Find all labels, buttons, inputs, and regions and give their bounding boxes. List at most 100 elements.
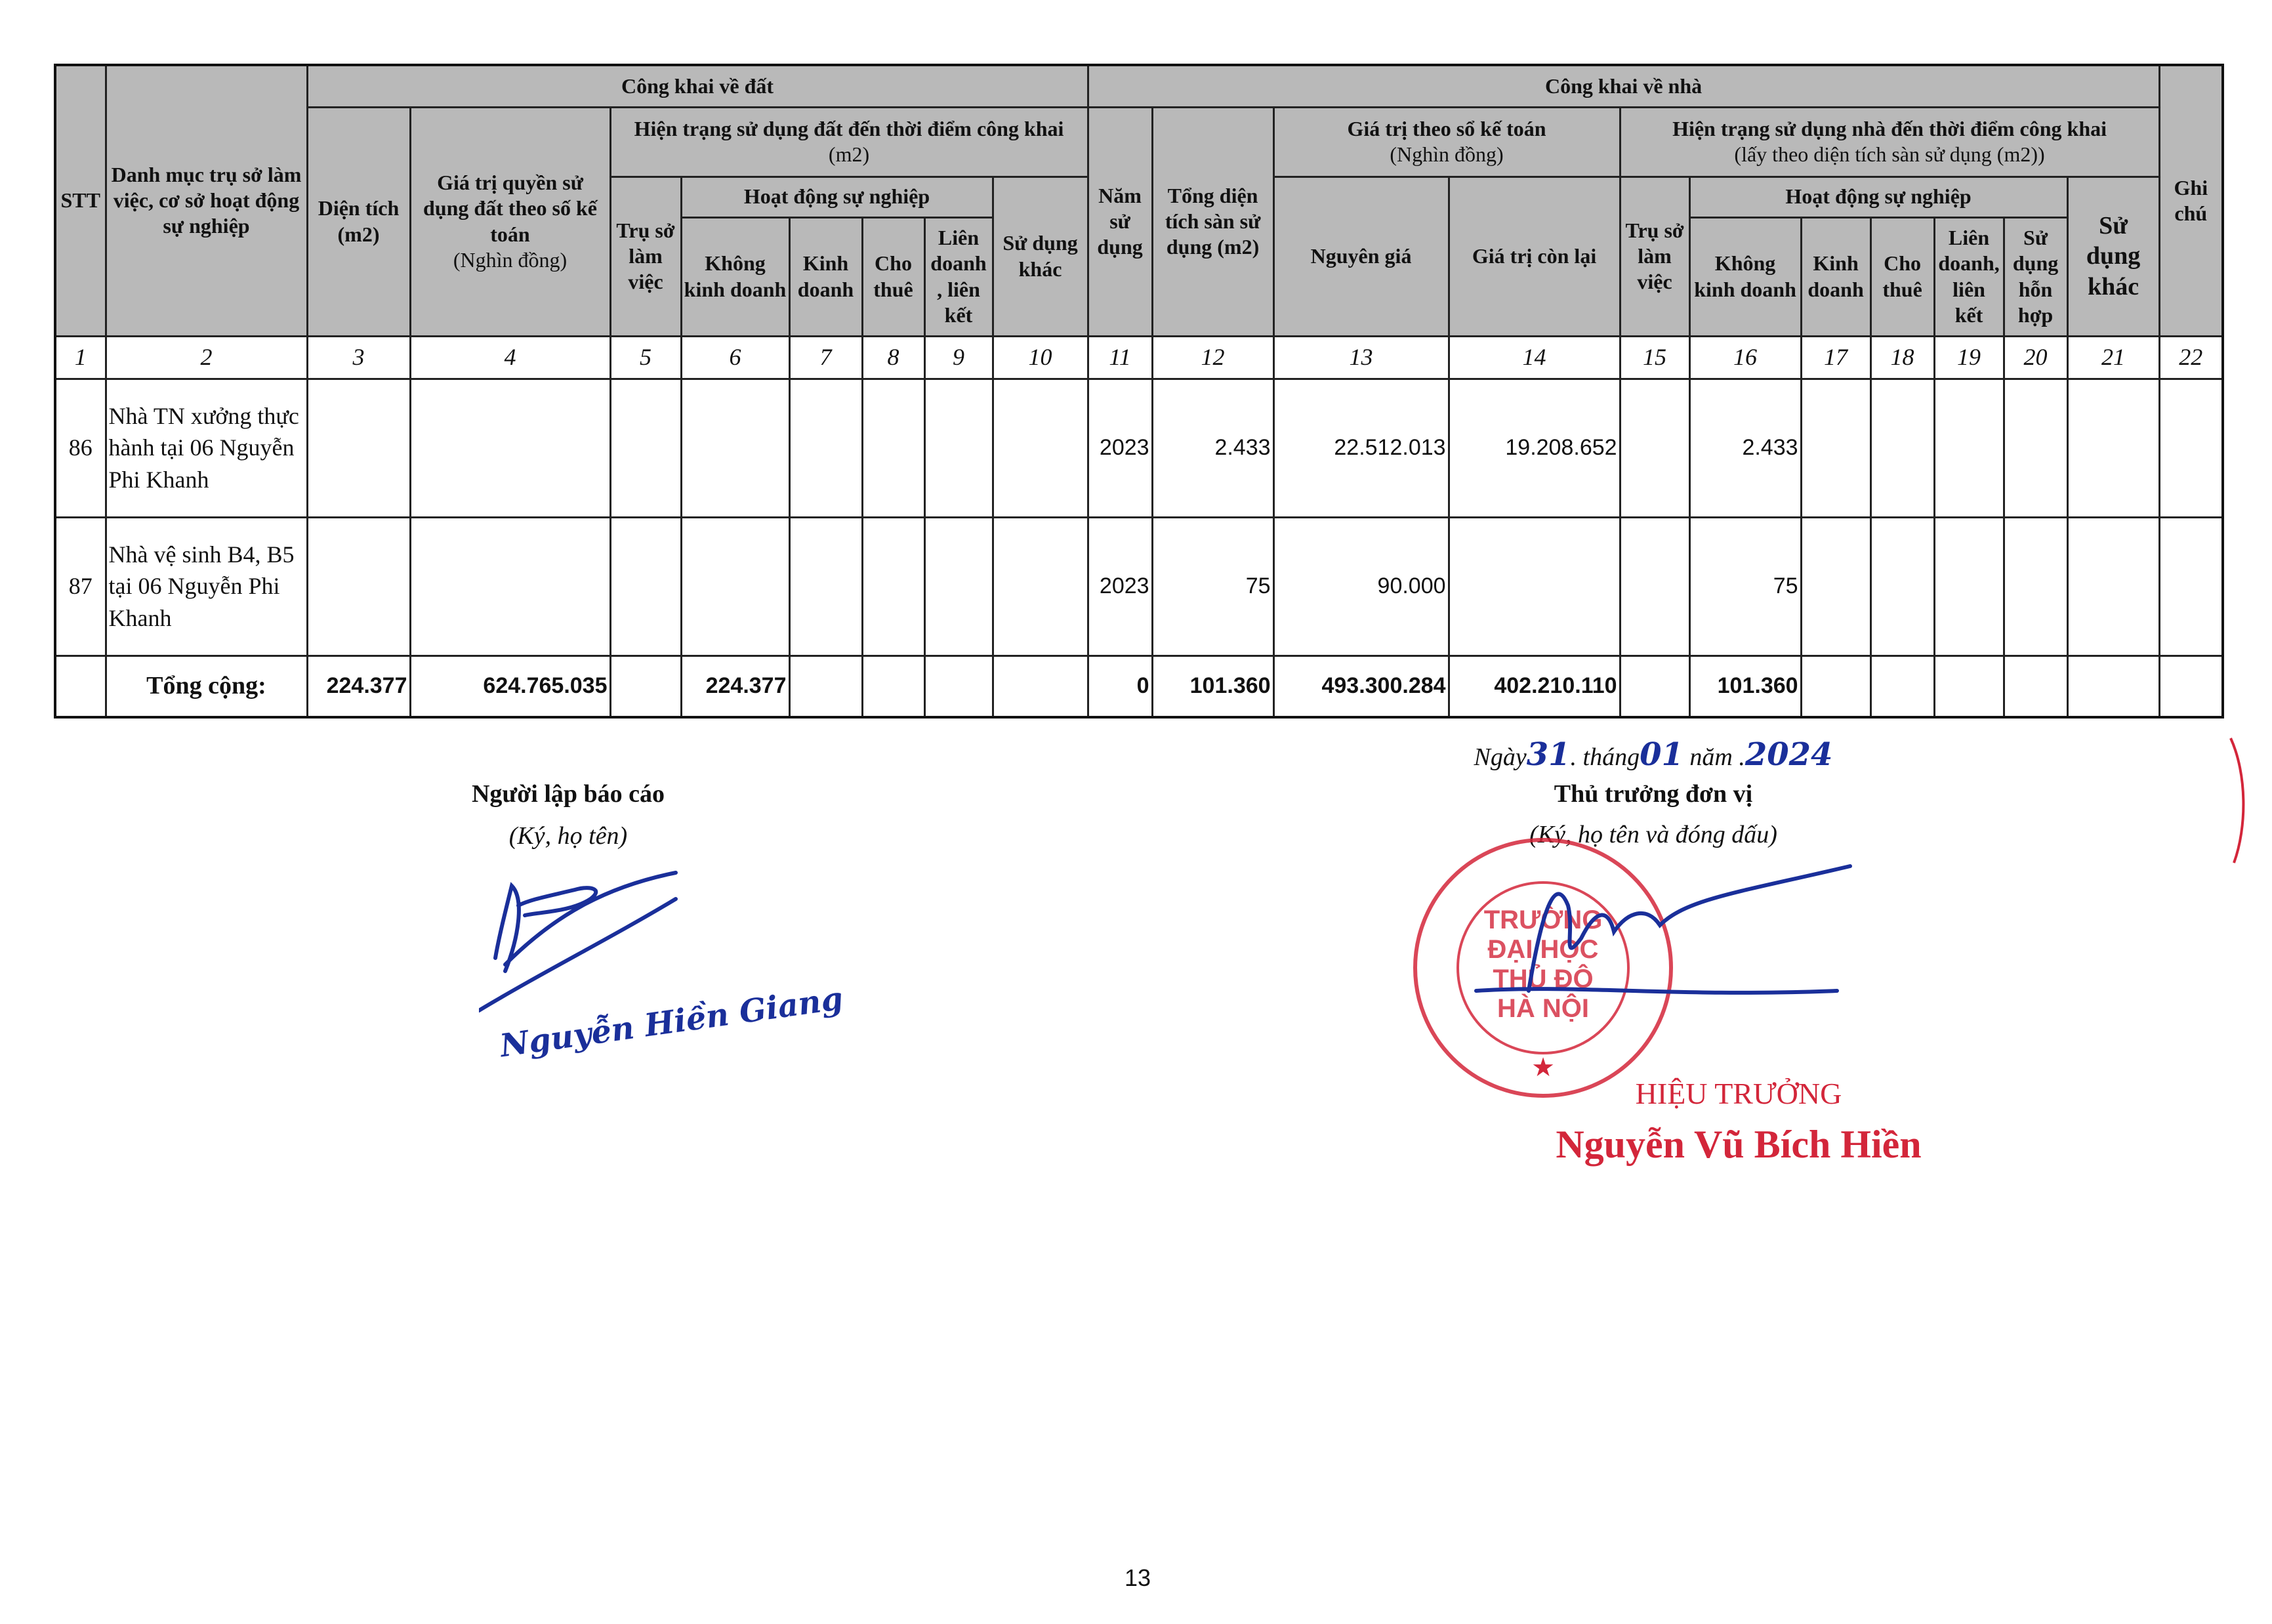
column-number-row-cell: 13 [1272,335,1450,380]
table-row-cell: 22.512.013 [1272,377,1450,518]
column-number-row-cell: 17 [1800,335,1872,380]
header-house-status: Hiện trạng sử dụng nhà đến thời điểm côn… [1619,106,2160,178]
table-row-cell [2066,377,2160,518]
table-row-cell [788,377,863,518]
svg-text:HÀ NỘI: HÀ NỘI [1497,993,1589,1023]
header-house-joint: Liên doanh, liên kết [1933,216,2005,337]
header-land-area: Diện tích (m2) [306,106,411,337]
total-row-cell: 101.360 [1688,654,1802,718]
table-row-cell: 90.000 [1272,516,1450,657]
table-row-cell [2002,377,2069,518]
column-number-row-cell: 11 [1086,335,1153,380]
column-number-row-cell: 22 [2158,335,2224,380]
table-row-cell [788,516,863,657]
header-house-office: Trụ sở làm việc [1619,175,1691,337]
total-row: Tổng cộng: 224.377 624.765.035 224.377 0 101.… [54,654,2224,718]
date-year: 2024 [1745,736,1833,773]
column-number-row-cell: 7 [788,335,863,380]
month-prefix: . tháng [1570,743,1640,771]
total-row-cell [1869,654,1935,718]
column-number-row-cell: 16 [1688,335,1802,380]
year-prefix: năm . [1683,743,1745,771]
head-position: HIỆU TRƯỞNG [1635,1077,1842,1110]
head-name: Nguyễn Vũ Bích Hiền [1556,1123,1922,1166]
header-house-activity: Hoạt động sự nghiệp [1688,175,2069,219]
header-land-joint: Liên doanh , liên kết [923,216,994,337]
preparer-title: Người lập báo cáo [471,780,665,808]
column-number-row-cell: 5 [609,335,682,380]
column-number-row-cell: 15 [1619,335,1691,380]
header-residual-value: Giá trị còn lại [1447,175,1621,337]
table-row-cell: 75 [1151,516,1275,657]
table-row-cell [680,377,791,518]
column-number-row-cell: 6 [680,335,791,380]
total-row-cell: 224.377 [680,654,791,718]
column-number-row-cell: 12 [1151,335,1275,380]
column-number-row-cell: 14 [1447,335,1621,380]
table-row-cell [609,377,682,518]
house-status-label: Hiện trạng sử dụng nhà đến thời điểm côn… [1672,116,2107,140]
preparer-signature [479,871,678,1012]
header-year: Năm sử dụng [1086,106,1153,337]
total-row-cell: 224.377 [306,654,411,718]
stamp-edge-mark [2229,738,2245,864]
table-row-cell: 2.433 [1151,377,1275,518]
table-row-cell [1800,377,1872,518]
table-row-cell [306,377,411,518]
table-row-cell [1869,516,1935,657]
total-row-cell [2066,654,2160,718]
header-house-other-use: Sử dụng khác [2066,175,2160,337]
column-number-row-cell: 2 [104,335,308,380]
land-status-unit: (m2) [828,142,870,166]
asset-disclosure-table: STT Danh mục trụ sở làm việc, cơ sở hoạt… [54,64,2225,718]
head-title: Thủ trưởng đơn vị [1554,780,1753,808]
land-value-label: Giá trị quyền sử dụng đất theo số kế toá… [423,171,597,246]
table-row-cell [409,377,611,518]
date-line: Ngày31. tháng01 năm .2024 [1411,736,1896,773]
preparer-note: (Ký, họ tên) [508,822,628,850]
total-row-cell: Tổng cộng: [104,654,308,718]
total-row-cell: 624.765.035 [409,654,611,718]
official-stamp: TRƯỜNG ĐẠI HỌC THỦ ĐÔ HÀ NỘI ★ [1413,838,1852,1098]
table-row-cell [923,377,994,518]
table-row: 87 Nhà vệ sinh B4, B5 tại 06 Nguyễn Phi K… [54,516,2224,657]
header-floor-area: Tổng diện tích sàn sử dụng (m2) [1151,106,1275,337]
table-row-cell: 2023 [1086,516,1153,657]
total-row-cell [1800,654,1872,718]
header-house-non-business: Không kinh doanh [1688,216,1802,337]
table-row-cell [991,516,1089,657]
column-number-row-cell: 20 [2002,335,2069,380]
header-land-rent: Cho thuê [861,216,926,337]
book-value-label: Giá trị theo sổ kế toán [1347,116,1546,140]
header-land-value: Giá trị quyền sử dụng đất theo số kế toá… [409,106,611,337]
table-row-cell [1800,516,1872,657]
total-row-cell [788,654,863,718]
total-row-cell [54,654,107,718]
header-house-business: Kinh doanh [1800,216,1872,337]
header-house-rent: Cho thuê [1869,216,1935,337]
header-land-group: Công khai về đất [306,64,1089,108]
header-category: Danh mục trụ sở làm việc, cơ sở hoạt độn… [104,64,308,337]
table-row-cell [861,516,926,657]
land-value-unit: (Nghìn đồng) [453,247,568,272]
table-row-cell [609,516,682,657]
total-row-cell: 0 [1086,654,1153,718]
header-house-mixed-use: Sử dụng hỗn hợp [2002,216,2069,337]
total-row-cell: 101.360 [1151,654,1275,718]
house-status-unit: (lấy theo diện tích sàn sử dụng (m2)) [1734,142,2045,166]
header-original-cost: Nguyên giá [1272,175,1450,337]
column-number-row-cell: 8 [861,335,926,380]
table-row-cell [1933,516,2005,657]
book-value-unit: (Nghìn đồng) [1390,142,1504,166]
total-row-cell: 402.210.110 [1447,654,1621,718]
table-row-cell [1933,377,2005,518]
table-row-cell [2158,516,2224,657]
header-house-group: Công khai về nhà [1086,64,2160,108]
table-row-cell [680,516,791,657]
column-number-row: 1 2 3 4 5 6 7 8 9 10 11 12 13 14 15 16 17 18 19 20 21 22 [54,335,2224,380]
header-land-office: Trụ sở làm việc [609,175,682,337]
total-row-cell: 493.300.284 [1272,654,1450,718]
table-row-cell: Nhà TN xưởng thực hành tại 06 Nguyễn Phi… [104,377,308,518]
header-stt: STT [54,64,107,337]
header-note: Ghi chú [2158,64,2224,337]
